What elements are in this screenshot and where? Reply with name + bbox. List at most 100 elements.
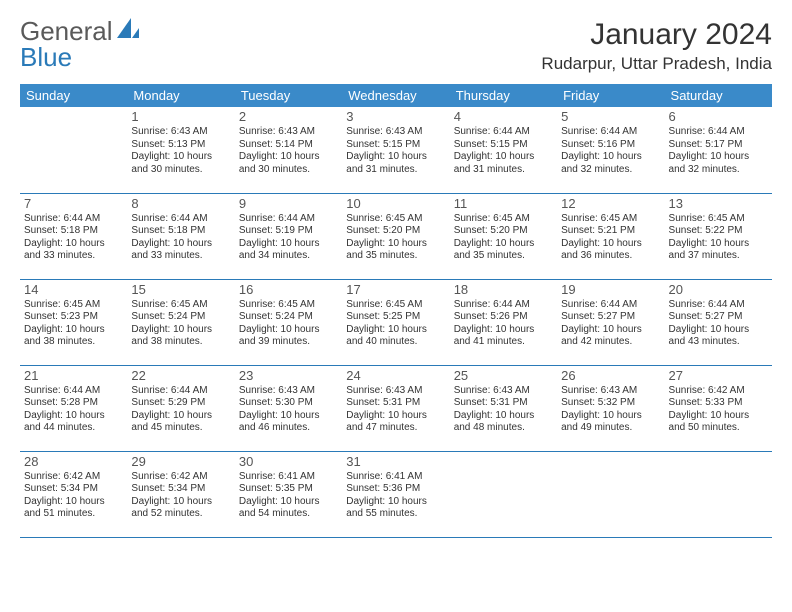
sunrise-label: Sunrise: 6:44 AM xyxy=(239,213,338,226)
day-number: 9 xyxy=(239,196,338,212)
sunset-label: Sunset: 5:19 PM xyxy=(239,225,338,238)
sunrise-label: Sunrise: 6:44 AM xyxy=(24,213,123,226)
sunrise-label: Sunrise: 6:43 AM xyxy=(239,385,338,398)
day2-label: and 32 minutes. xyxy=(561,164,660,177)
month-title: January 2024 xyxy=(541,18,772,52)
day-cell: 18Sunrise: 6:44 AMSunset: 5:26 PMDayligh… xyxy=(450,279,557,365)
sunset-label: Sunset: 5:34 PM xyxy=(131,483,230,496)
day-number: 3 xyxy=(346,109,445,125)
day-cell: 1Sunrise: 6:43 AMSunset: 5:13 PMDaylight… xyxy=(127,107,234,193)
day2-label: and 52 minutes. xyxy=(131,508,230,521)
day-number: 10 xyxy=(346,196,445,212)
sunset-label: Sunset: 5:32 PM xyxy=(561,397,660,410)
day-cell: 27Sunrise: 6:42 AMSunset: 5:33 PMDayligh… xyxy=(665,365,772,451)
day-header-sunday: Sunday xyxy=(20,84,127,107)
sunset-label: Sunset: 5:14 PM xyxy=(239,139,338,152)
day1-label: Daylight: 10 hours xyxy=(454,238,553,251)
day2-label: and 37 minutes. xyxy=(669,250,768,263)
day-number: 27 xyxy=(669,368,768,384)
sunset-label: Sunset: 5:24 PM xyxy=(239,311,338,324)
sunset-label: Sunset: 5:34 PM xyxy=(24,483,123,496)
sunrise-label: Sunrise: 6:45 AM xyxy=(346,213,445,226)
day2-label: and 31 minutes. xyxy=(454,164,553,177)
sunrise-label: Sunrise: 6:45 AM xyxy=(131,299,230,312)
day2-label: and 36 minutes. xyxy=(561,250,660,263)
sunset-label: Sunset: 5:21 PM xyxy=(561,225,660,238)
calendar-body: 1Sunrise: 6:43 AMSunset: 5:13 PMDaylight… xyxy=(20,107,772,537)
day2-label: and 30 minutes. xyxy=(239,164,338,177)
day2-label: and 40 minutes. xyxy=(346,336,445,349)
day-number: 8 xyxy=(131,196,230,212)
page-header: GeneralBlue January 2024 Rudarpur, Uttar… xyxy=(20,18,772,74)
sunrise-label: Sunrise: 6:45 AM xyxy=(669,213,768,226)
sunset-label: Sunset: 5:27 PM xyxy=(561,311,660,324)
sunrise-label: Sunrise: 6:41 AM xyxy=(346,471,445,484)
sunset-label: Sunset: 5:24 PM xyxy=(131,311,230,324)
sunset-label: Sunset: 5:18 PM xyxy=(131,225,230,238)
day-header-row: SundayMondayTuesdayWednesdayThursdayFrid… xyxy=(20,84,772,107)
day1-label: Daylight: 10 hours xyxy=(346,324,445,337)
day2-label: and 39 minutes. xyxy=(239,336,338,349)
sunrise-label: Sunrise: 6:45 AM xyxy=(239,299,338,312)
calendar-table: SundayMondayTuesdayWednesdayThursdayFrid… xyxy=(20,84,772,538)
day-number: 6 xyxy=(669,109,768,125)
day2-label: and 45 minutes. xyxy=(131,422,230,435)
day1-label: Daylight: 10 hours xyxy=(24,410,123,423)
day-number: 7 xyxy=(24,196,123,212)
day-cell: 7Sunrise: 6:44 AMSunset: 5:18 PMDaylight… xyxy=(20,193,127,279)
sunrise-label: Sunrise: 6:43 AM xyxy=(239,126,338,139)
day2-label: and 50 minutes. xyxy=(669,422,768,435)
day1-label: Daylight: 10 hours xyxy=(669,324,768,337)
day1-label: Daylight: 10 hours xyxy=(24,238,123,251)
day-number: 17 xyxy=(346,282,445,298)
day-number: 18 xyxy=(454,282,553,298)
sunrise-label: Sunrise: 6:45 AM xyxy=(346,299,445,312)
day-cell: 17Sunrise: 6:45 AMSunset: 5:25 PMDayligh… xyxy=(342,279,449,365)
day-header-tuesday: Tuesday xyxy=(235,84,342,107)
week-row: 14Sunrise: 6:45 AMSunset: 5:23 PMDayligh… xyxy=(20,279,772,365)
sunset-label: Sunset: 5:25 PM xyxy=(346,311,445,324)
day-number: 23 xyxy=(239,368,338,384)
sunset-label: Sunset: 5:20 PM xyxy=(454,225,553,238)
day-number: 25 xyxy=(454,368,553,384)
day-number: 2 xyxy=(239,109,338,125)
sunrise-label: Sunrise: 6:44 AM xyxy=(131,213,230,226)
day2-label: and 35 minutes. xyxy=(454,250,553,263)
day-cell: 13Sunrise: 6:45 AMSunset: 5:22 PMDayligh… xyxy=(665,193,772,279)
day-cell: 6Sunrise: 6:44 AMSunset: 5:17 PMDaylight… xyxy=(665,107,772,193)
day1-label: Daylight: 10 hours xyxy=(454,151,553,164)
day-number: 16 xyxy=(239,282,338,298)
sunrise-label: Sunrise: 6:44 AM xyxy=(561,299,660,312)
sunrise-label: Sunrise: 6:44 AM xyxy=(669,299,768,312)
day2-label: and 42 minutes. xyxy=(561,336,660,349)
day1-label: Daylight: 10 hours xyxy=(131,238,230,251)
day-cell: 20Sunrise: 6:44 AMSunset: 5:27 PMDayligh… xyxy=(665,279,772,365)
day2-label: and 41 minutes. xyxy=(454,336,553,349)
day1-label: Daylight: 10 hours xyxy=(131,151,230,164)
day2-label: and 55 minutes. xyxy=(346,508,445,521)
sunset-label: Sunset: 5:27 PM xyxy=(669,311,768,324)
week-row: 7Sunrise: 6:44 AMSunset: 5:18 PMDaylight… xyxy=(20,193,772,279)
day1-label: Daylight: 10 hours xyxy=(561,324,660,337)
day-cell: 23Sunrise: 6:43 AMSunset: 5:30 PMDayligh… xyxy=(235,365,342,451)
day1-label: Daylight: 10 hours xyxy=(239,151,338,164)
sunrise-label: Sunrise: 6:43 AM xyxy=(346,385,445,398)
brand-logo: GeneralBlue xyxy=(20,18,139,70)
sunset-label: Sunset: 5:13 PM xyxy=(131,139,230,152)
day-cell xyxy=(665,451,772,537)
day-cell: 25Sunrise: 6:43 AMSunset: 5:31 PMDayligh… xyxy=(450,365,557,451)
sunset-label: Sunset: 5:30 PM xyxy=(239,397,338,410)
day1-label: Daylight: 10 hours xyxy=(669,151,768,164)
day1-label: Daylight: 10 hours xyxy=(131,410,230,423)
sunset-label: Sunset: 5:35 PM xyxy=(239,483,338,496)
day-number: 13 xyxy=(669,196,768,212)
sunrise-label: Sunrise: 6:43 AM xyxy=(131,126,230,139)
sunset-label: Sunset: 5:20 PM xyxy=(346,225,445,238)
day2-label: and 31 minutes. xyxy=(346,164,445,177)
day2-label: and 33 minutes. xyxy=(24,250,123,263)
title-block: January 2024 Rudarpur, Uttar Pradesh, In… xyxy=(541,18,772,74)
day-header-saturday: Saturday xyxy=(665,84,772,107)
day1-label: Daylight: 10 hours xyxy=(561,151,660,164)
day1-label: Daylight: 10 hours xyxy=(454,324,553,337)
sunset-label: Sunset: 5:33 PM xyxy=(669,397,768,410)
